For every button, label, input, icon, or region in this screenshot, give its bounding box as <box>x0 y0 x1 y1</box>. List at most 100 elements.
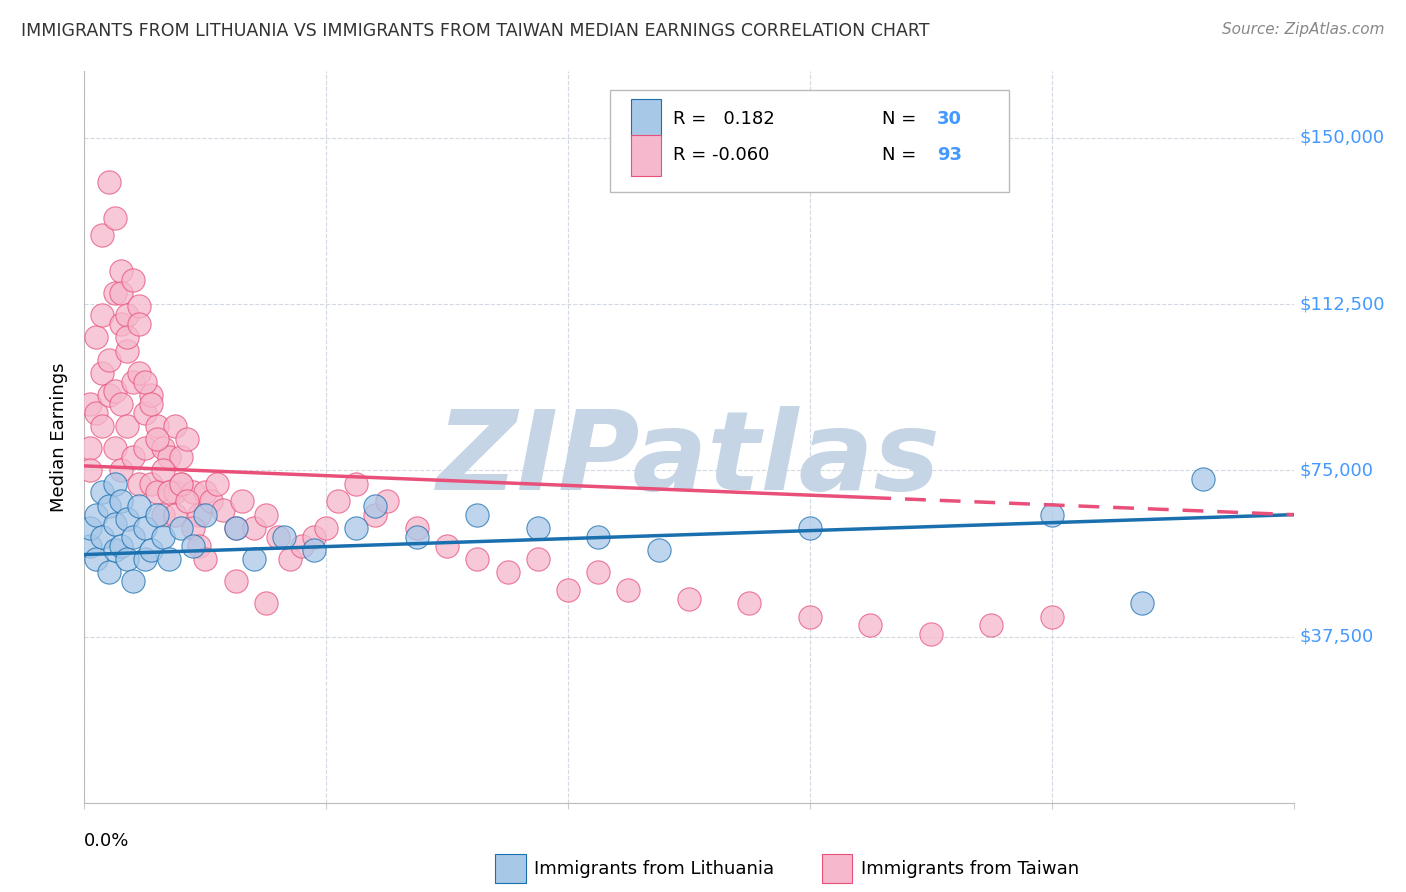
Point <box>181 539 204 553</box>
Text: Immigrants from Lithuania: Immigrants from Lithuania <box>534 860 775 878</box>
Point <box>110 494 132 508</box>
Point <box>79 441 101 455</box>
Point <box>110 285 132 300</box>
Point <box>91 228 114 243</box>
Text: N =: N = <box>883 110 922 128</box>
Point <box>104 476 127 491</box>
Point <box>97 499 120 513</box>
Point <box>363 499 385 513</box>
Point <box>115 308 138 322</box>
Point <box>165 508 187 522</box>
Point <box>86 508 108 522</box>
Point <box>134 441 156 455</box>
Point <box>79 463 101 477</box>
Point <box>170 450 193 464</box>
Point <box>176 494 198 508</box>
Point <box>152 530 174 544</box>
Bar <box>631 99 661 139</box>
Point <box>157 450 180 464</box>
Point <box>121 375 143 389</box>
Point <box>86 330 108 344</box>
Point <box>91 308 114 322</box>
Point <box>97 388 120 402</box>
Point <box>212 503 235 517</box>
Point <box>115 419 138 434</box>
Point <box>242 521 264 535</box>
Point <box>527 521 550 535</box>
Text: ZIPatlas: ZIPatlas <box>437 406 941 513</box>
Point <box>302 543 325 558</box>
Text: $112,500: $112,500 <box>1299 295 1385 313</box>
Point <box>188 508 211 522</box>
Point <box>302 530 325 544</box>
Text: $150,000: $150,000 <box>1299 128 1385 147</box>
Text: R = -0.060: R = -0.060 <box>673 146 769 164</box>
Point <box>225 574 247 589</box>
Point <box>121 530 143 544</box>
Point <box>146 419 169 434</box>
Point <box>157 485 180 500</box>
Point <box>86 406 108 420</box>
Point <box>242 552 264 566</box>
Point <box>738 596 761 610</box>
Point <box>110 317 132 331</box>
Point <box>139 388 162 402</box>
Point <box>104 384 127 398</box>
Point <box>231 494 253 508</box>
Point <box>346 476 368 491</box>
Point <box>225 521 247 535</box>
Bar <box>495 854 526 883</box>
Point <box>273 530 295 544</box>
Point <box>799 609 821 624</box>
Point <box>678 591 700 606</box>
Text: 30: 30 <box>936 110 962 128</box>
Point <box>278 552 301 566</box>
Point <box>97 352 120 367</box>
Point <box>200 494 222 508</box>
Point <box>1192 472 1215 486</box>
Point <box>194 552 217 566</box>
Point <box>79 521 101 535</box>
Bar <box>631 136 661 176</box>
Text: Source: ZipAtlas.com: Source: ZipAtlas.com <box>1222 22 1385 37</box>
Point <box>328 494 350 508</box>
Point <box>91 485 114 500</box>
Bar <box>823 854 852 883</box>
Point <box>181 521 204 535</box>
Point <box>104 285 127 300</box>
Point <box>128 476 150 491</box>
Text: 0.0%: 0.0% <box>84 832 129 850</box>
Point <box>91 530 114 544</box>
Point <box>115 343 138 358</box>
Point <box>436 539 458 553</box>
Point <box>134 521 156 535</box>
Point <box>110 463 132 477</box>
Point <box>91 366 114 380</box>
Point <box>181 485 204 500</box>
Point <box>104 516 127 531</box>
Point <box>104 211 127 225</box>
Point <box>121 273 143 287</box>
Point <box>152 508 174 522</box>
Point <box>128 299 150 313</box>
Point <box>152 441 174 455</box>
Point <box>1130 596 1153 610</box>
Point <box>588 530 610 544</box>
Point <box>146 485 169 500</box>
Point <box>194 508 217 522</box>
Point <box>134 406 156 420</box>
Point <box>165 419 187 434</box>
Point <box>375 494 398 508</box>
Point <box>176 432 198 446</box>
FancyBboxPatch shape <box>610 90 1010 192</box>
Point <box>980 618 1002 632</box>
Point <box>121 450 143 464</box>
Point <box>157 552 180 566</box>
Point <box>920 627 942 641</box>
Point <box>86 552 108 566</box>
Point <box>97 566 120 580</box>
Point <box>110 397 132 411</box>
Point <box>128 317 150 331</box>
Text: R =   0.182: R = 0.182 <box>673 110 775 128</box>
Point <box>110 264 132 278</box>
